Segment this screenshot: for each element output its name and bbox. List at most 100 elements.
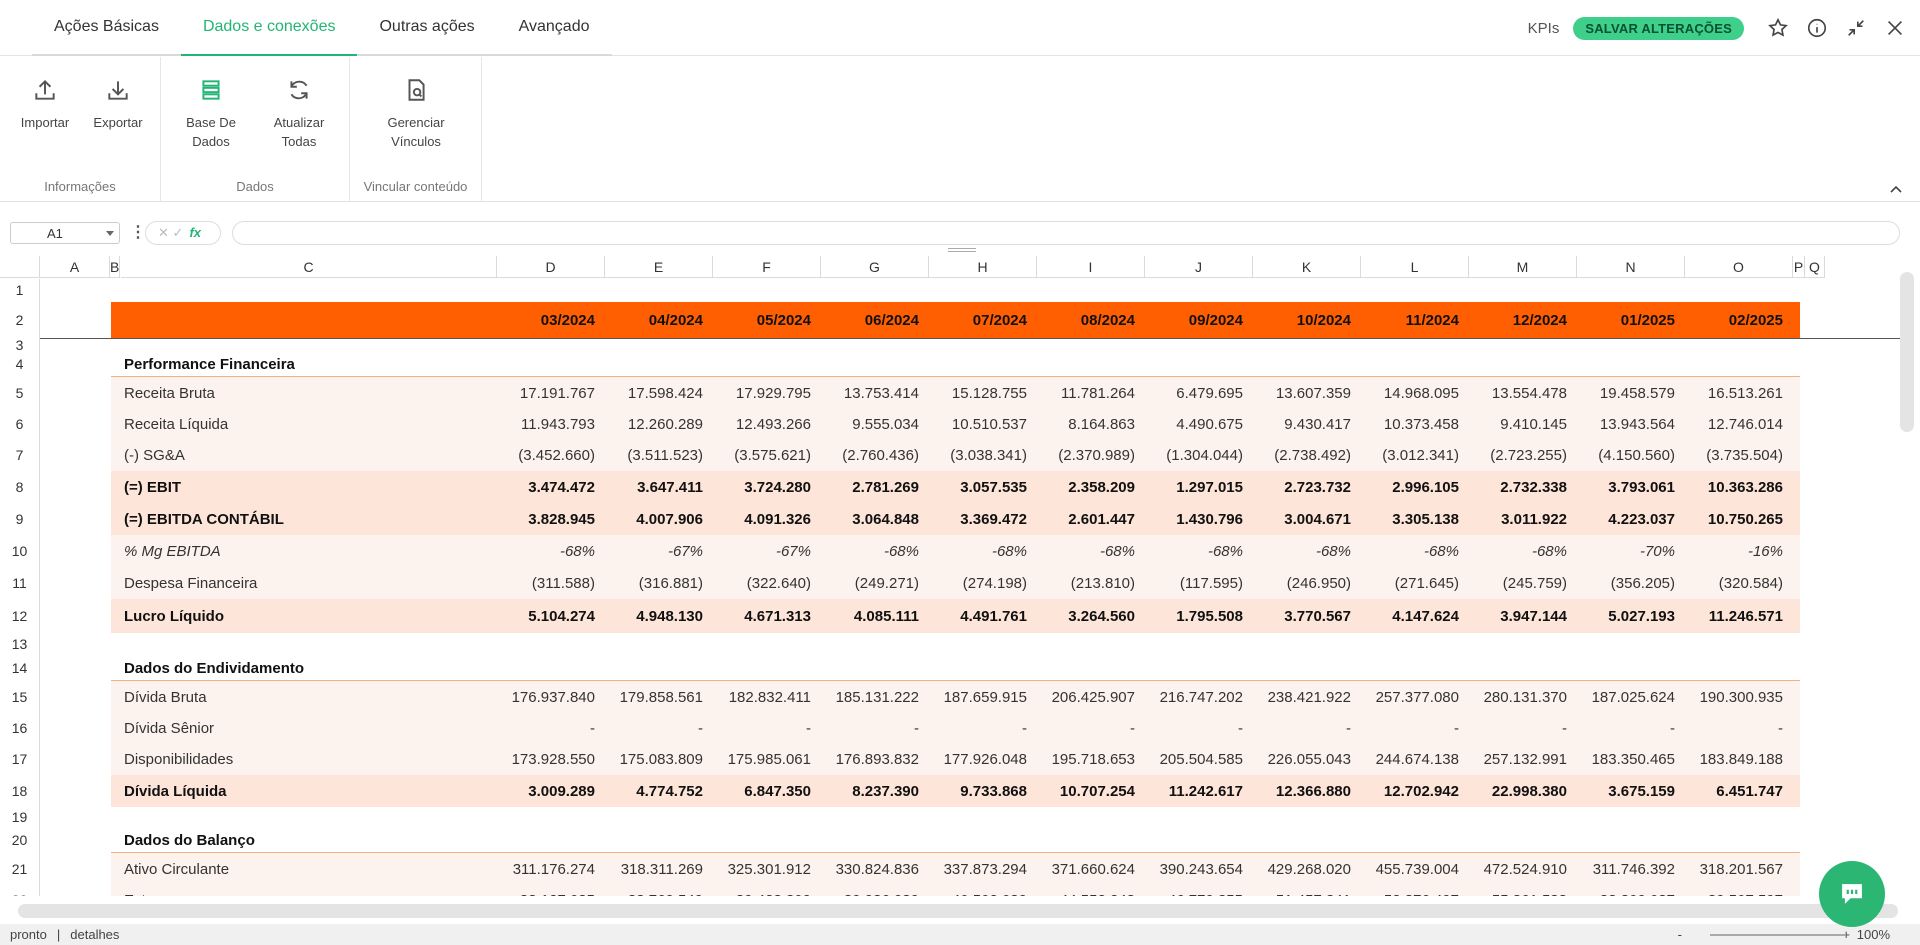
value-cell[interactable]: -	[1022, 719, 1027, 737]
value-cell[interactable]: 3.057.535	[960, 478, 1027, 496]
value-cell[interactable]: (356.205)	[1610, 574, 1675, 592]
value-cell[interactable]: 311.746.392	[1592, 860, 1675, 878]
value-cell[interactable]: 226.055.043	[1267, 750, 1351, 768]
spreadsheet-grid[interactable]: A B C D E F G H I J K L M N O P Q 1 2 03/2024 04/2024 05/2024…	[0, 256, 1900, 896]
value-cell[interactable]: 257.377.080	[1375, 688, 1459, 706]
value-cell[interactable]: 179.858.561	[619, 688, 703, 706]
value-cell[interactable]: -	[1562, 719, 1567, 737]
value-cell[interactable]: 183.350.465	[1591, 750, 1675, 768]
value-cell[interactable]: (3.012.341)	[1382, 446, 1459, 464]
value-cell[interactable]: 3.474.472	[528, 478, 595, 496]
vertical-scrollbar[interactable]	[1900, 272, 1914, 432]
value-cell[interactable]: 371.660.624	[1051, 860, 1135, 878]
value-cell[interactable]: 17.929.795	[735, 384, 811, 402]
column-header[interactable]: N	[1577, 256, 1685, 278]
row-label[interactable]: Disponibilidades	[124, 750, 234, 768]
value-cell[interactable]: (274.198)	[962, 574, 1027, 592]
section-title[interactable]: Performance Financeira	[124, 355, 295, 373]
value-cell[interactable]: 337.873.294	[943, 860, 1027, 878]
value-cell[interactable]: 472.524.910	[1483, 860, 1567, 878]
month-header-cell[interactable]: 12/2024	[1512, 311, 1567, 329]
column-header[interactable]: M	[1469, 256, 1577, 278]
value-cell[interactable]: 4.671.313	[744, 607, 811, 625]
value-cell[interactable]: 46.779.855	[1145, 885, 1253, 897]
value-cell[interactable]: (3.452.660)	[518, 446, 595, 464]
collapse-window-icon[interactable]	[1836, 0, 1875, 56]
value-cell[interactable]: 185.131.222	[835, 688, 919, 706]
value-cell[interactable]: 6.451.747	[1716, 782, 1783, 800]
value-cell[interactable]: 429.268.020	[1267, 860, 1351, 878]
cancel-icon[interactable]: ✕	[158, 225, 169, 240]
value-cell[interactable]: (1.304.044)	[1166, 446, 1243, 464]
section-title[interactable]: Dados do Balanço	[124, 831, 255, 849]
value-cell[interactable]: 206.425.907	[1051, 688, 1135, 706]
value-cell[interactable]: 12.493.266	[735, 415, 811, 433]
value-cell[interactable]: 195.718.653	[1051, 750, 1135, 768]
value-cell[interactable]: -68%	[1531, 542, 1567, 560]
value-cell[interactable]: -68%	[1099, 542, 1135, 560]
month-header-cell[interactable]: 01/2025	[1620, 311, 1675, 329]
value-cell[interactable]: (2.760.436)	[842, 446, 919, 464]
row-header[interactable]: 3	[0, 338, 40, 352]
value-cell[interactable]: 4.091.326	[744, 510, 811, 528]
name-box[interactable]: A1	[10, 222, 120, 244]
value-cell[interactable]: 187.659.915	[943, 688, 1027, 706]
month-header-cell[interactable]: 03/2024	[540, 311, 595, 329]
row-header[interactable]: 22	[0, 885, 40, 896]
column-header[interactable]: C	[121, 256, 497, 278]
value-cell[interactable]: 3.305.138	[1392, 510, 1459, 528]
value-cell[interactable]: 13.943.564	[1599, 415, 1675, 433]
value-cell[interactable]: 4.007.906	[636, 510, 703, 528]
value-cell[interactable]: 4.490.675	[1176, 415, 1243, 433]
column-header[interactable]: G	[821, 256, 929, 278]
row-header[interactable]: 17	[0, 743, 40, 775]
value-cell[interactable]: 3.009.289	[528, 782, 595, 800]
star-icon[interactable]	[1758, 0, 1797, 56]
value-cell[interactable]: 187.025.624	[1591, 688, 1675, 706]
row-header[interactable]: 19	[0, 807, 40, 827]
value-cell[interactable]: -67%	[667, 542, 703, 560]
value-cell[interactable]: 3.828.945	[528, 510, 595, 528]
month-header-cell[interactable]: 11/2024	[1405, 311, 1459, 329]
value-cell[interactable]: -	[590, 719, 595, 737]
value-cell[interactable]: 1.297.015	[1176, 478, 1243, 496]
value-cell[interactable]: 11.246.571	[1708, 607, 1783, 625]
close-icon[interactable]	[1875, 0, 1914, 56]
value-cell[interactable]: 10.373.458	[1383, 415, 1459, 433]
value-cell[interactable]: 175.083.809	[619, 750, 703, 768]
value-cell[interactable]: 39.507.597	[1685, 885, 1793, 897]
value-cell[interactable]: 318.311.269	[620, 860, 703, 878]
value-cell[interactable]: 14.968.095	[1383, 384, 1459, 402]
value-cell[interactable]: 6.479.695	[1176, 384, 1243, 402]
value-cell[interactable]: 216.747.202	[1159, 688, 1243, 706]
value-cell[interactable]: 3.793.061	[1608, 478, 1675, 496]
value-cell[interactable]: 55.861.588	[1469, 885, 1577, 897]
value-cell[interactable]: -70%	[1639, 542, 1675, 560]
row-label[interactable]: % Mg EBITDA	[124, 542, 221, 560]
row-header[interactable]: 9	[0, 503, 40, 535]
function-icon[interactable]: fx	[189, 225, 201, 240]
value-cell[interactable]: 2.601.447	[1068, 510, 1135, 528]
column-header[interactable]: D	[497, 256, 605, 278]
value-cell[interactable]: 3.004.671	[1284, 510, 1351, 528]
value-cell[interactable]: 390.243.654	[1159, 860, 1243, 878]
tab-0[interactable]: Ações Básicas	[32, 0, 181, 56]
row-header[interactable]: 1	[0, 279, 40, 301]
value-cell[interactable]: -67%	[775, 542, 811, 560]
export-button[interactable]: Exportar	[82, 77, 154, 132]
value-cell[interactable]: 11.242.617	[1168, 782, 1243, 800]
value-cell[interactable]: (213.810)	[1070, 574, 1135, 592]
tab-1[interactable]: Dados e conexões	[180, 0, 358, 56]
row-header[interactable]: 2	[0, 301, 40, 339]
value-cell[interactable]: 8.164.863	[1068, 415, 1135, 433]
month-header-cell[interactable]: 09/2024	[1188, 311, 1243, 329]
value-cell[interactable]: 1.430.796	[1176, 510, 1243, 528]
row-header[interactable]: 6	[0, 409, 40, 439]
value-cell[interactable]: 38.769.549	[605, 885, 713, 897]
value-cell[interactable]: 5.027.193	[1608, 607, 1675, 625]
month-header-cell[interactable]: 02/2025	[1728, 311, 1783, 329]
column-header[interactable]: E	[605, 256, 713, 278]
value-cell[interactable]: 39.423.309	[713, 885, 821, 897]
value-cell[interactable]: 183.849.188	[1699, 750, 1783, 768]
column-header[interactable]: L	[1361, 256, 1469, 278]
